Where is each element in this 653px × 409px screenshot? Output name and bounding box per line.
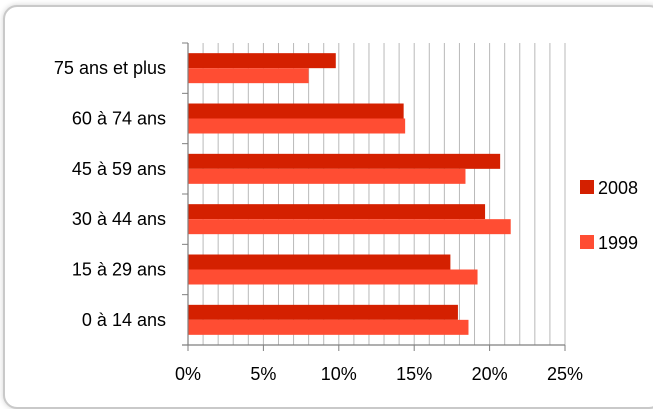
gridlines [202,43,566,345]
legend-label: 1999 [598,233,638,253]
bar-1999-5 [188,319,469,335]
legend-swatch-2008 [580,180,594,194]
category-label: 60 à 74 ans [72,109,166,129]
bars [188,53,511,335]
bar-1999-2 [188,168,466,184]
x-tick-label: 25% [547,364,583,384]
bar-2008-0 [188,53,336,69]
x-tick-label: 0% [175,364,201,384]
category-labels: 75 ans et plus 60 à 74 ans 45 à 59 ans 30 à… [54,58,166,330]
bar-2008-1 [188,103,404,119]
x-tick-labels: 0% 5% 10% 15% 20% 25% [175,364,583,384]
legend-label: 2008 [598,178,638,198]
category-label: 75 ans et plus [54,58,166,78]
legend-swatch-1999 [580,235,594,249]
x-tick-label: 10% [321,364,357,384]
bar-1999-3 [188,219,511,235]
bar-2008-3 [188,204,486,220]
legend: 2008 1999 [580,178,638,253]
x-tick-label: 15% [396,364,432,384]
bar-2008-2 [188,153,501,169]
bar-2008-5 [188,304,458,320]
bar-1999-4 [188,269,478,285]
bar-1999-1 [188,118,406,134]
category-label: 0 à 14 ans [82,310,166,330]
axes [182,42,566,351]
category-label: 30 à 44 ans [72,209,166,229]
x-tick-label: 20% [472,364,508,384]
bar-1999-0 [188,68,309,84]
category-label: 15 à 29 ans [72,260,166,280]
category-label: 45 à 59 ans [72,159,166,179]
x-tick-label: 5% [250,364,276,384]
bar-2008-4 [188,254,451,270]
